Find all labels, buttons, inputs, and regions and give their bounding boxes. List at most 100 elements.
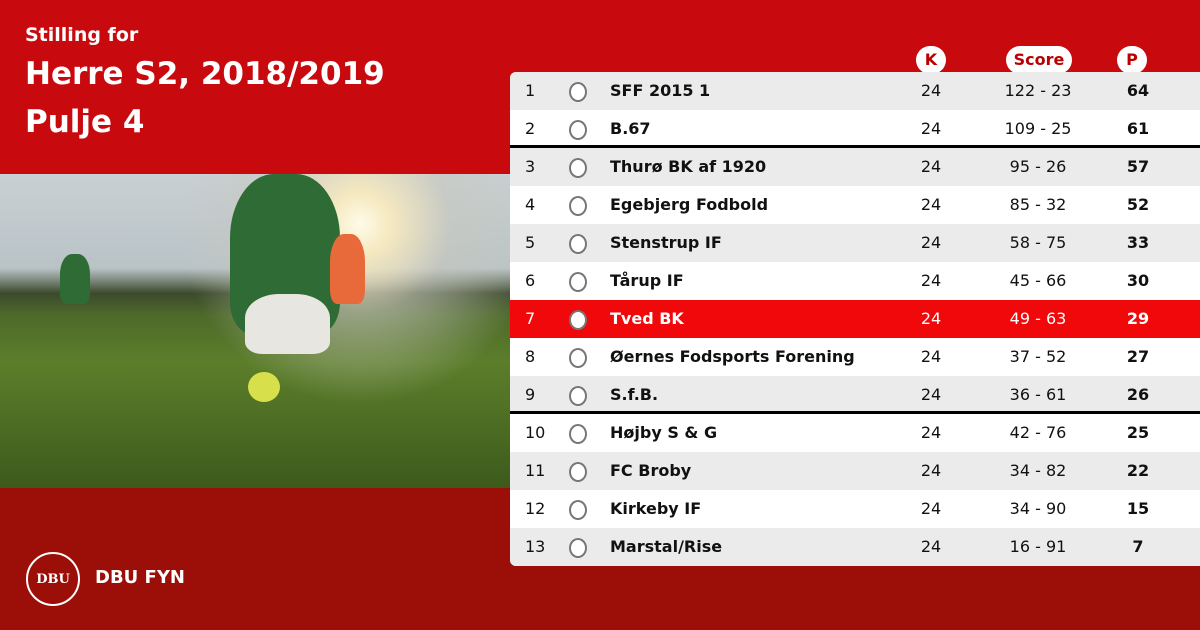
table-row: 9 S.f.B. 24 36 - 61 26 xyxy=(510,376,1200,414)
points: 7 xyxy=(1132,537,1144,556)
matches-played: 24 xyxy=(920,423,942,442)
team-name: Thurø BK af 1920 xyxy=(610,157,767,176)
points: 26 xyxy=(1126,385,1150,404)
page-title: Herre S2, 2018/2019 xyxy=(25,56,385,92)
rank: 2 xyxy=(525,119,536,138)
matches-played: 24 xyxy=(920,157,942,176)
table-row: 1 SFF 2015 1 24 122 - 23 64 xyxy=(510,72,1200,110)
club-crest-icon xyxy=(564,499,592,521)
team-name: Marstal/Rise xyxy=(610,537,723,556)
table-row: 8 Øernes Fodsports Forening 24 37 - 52 2… xyxy=(510,338,1200,376)
team-name: Egebjerg Fodbold xyxy=(610,195,769,214)
pool-title: Pulje 4 xyxy=(25,104,145,140)
rank: 10 xyxy=(525,423,546,442)
table-row: 6 Tårup IF 24 45 - 66 30 xyxy=(510,262,1200,300)
rank: 3 xyxy=(525,157,536,176)
points: 33 xyxy=(1126,233,1150,252)
football-photo xyxy=(0,174,510,488)
matches-played: 24 xyxy=(920,81,942,100)
table-row: 12 Kirkeby IF 24 34 - 90 15 xyxy=(510,490,1200,528)
club-crest-icon xyxy=(564,119,592,141)
matches-played: 24 xyxy=(920,309,942,328)
rank: 1 xyxy=(525,81,536,100)
points: 57 xyxy=(1126,157,1150,176)
goal-score: 34 - 82 xyxy=(1009,461,1067,480)
club-crest-icon xyxy=(564,309,592,331)
matches-played: 24 xyxy=(920,119,942,138)
subtitle: Stilling for xyxy=(25,24,139,46)
dbu-logo: DBU xyxy=(26,552,80,606)
team-name: Tved BK xyxy=(610,309,684,328)
org-name: DBU FYN xyxy=(95,567,185,588)
goal-score: 58 - 75 xyxy=(1009,233,1067,252)
club-crest-icon xyxy=(564,461,592,483)
column-header-p: P xyxy=(1117,46,1147,74)
rank: 8 xyxy=(525,347,536,366)
rank: 4 xyxy=(525,195,536,214)
matches-played: 24 xyxy=(920,195,942,214)
points: 27 xyxy=(1126,347,1150,366)
rank: 9 xyxy=(525,385,536,404)
matches-played: 24 xyxy=(920,347,942,366)
goal-score: 36 - 61 xyxy=(1009,385,1067,404)
table-row: 5 Stenstrup IF 24 58 - 75 33 xyxy=(510,224,1200,262)
goal-score: 16 - 91 xyxy=(1009,537,1067,556)
matches-played: 24 xyxy=(920,271,942,290)
points: 61 xyxy=(1126,119,1150,138)
club-crest-icon xyxy=(564,81,592,103)
table-row: 11 FC Broby 24 34 - 82 22 xyxy=(510,452,1200,490)
rank: 6 xyxy=(525,271,536,290)
goal-score: 109 - 25 xyxy=(1004,119,1072,138)
rank: 11 xyxy=(525,461,546,480)
club-crest-icon xyxy=(564,271,592,293)
team-name: Stenstrup IF xyxy=(610,233,722,252)
goal-score: 37 - 52 xyxy=(1009,347,1067,366)
matches-played: 24 xyxy=(920,233,942,252)
club-crest-icon xyxy=(564,347,592,369)
goal-score: 49 - 63 xyxy=(1009,309,1067,328)
matches-played: 24 xyxy=(920,537,942,556)
club-crest-icon xyxy=(564,423,592,445)
club-crest-icon xyxy=(564,157,592,179)
team-name: FC Broby xyxy=(610,461,692,480)
points: 29 xyxy=(1126,309,1150,328)
team-name: Kirkeby IF xyxy=(610,499,702,518)
table-row: 7 Tved BK 24 49 - 63 29 xyxy=(510,300,1200,338)
team-name: Tårup IF xyxy=(610,271,684,290)
points: 52 xyxy=(1126,195,1150,214)
team-name: SFF 2015 1 xyxy=(610,81,711,100)
standings-table: 1 SFF 2015 1 24 122 - 23 64 2 B.67 24 109… xyxy=(510,72,1200,566)
team-name: Øernes Fodsports Forening xyxy=(610,347,855,366)
matches-played: 24 xyxy=(920,499,942,518)
table-row: 2 B.67 24 109 - 25 61 xyxy=(510,110,1200,148)
points: 22 xyxy=(1126,461,1150,480)
column-header-k: K xyxy=(916,46,946,74)
team-name: Højby S & G xyxy=(610,423,718,442)
matches-played: 24 xyxy=(920,461,942,480)
points: 15 xyxy=(1126,499,1150,518)
points: 30 xyxy=(1126,271,1150,290)
table-row: 10 Højby S & G 24 42 - 76 25 xyxy=(510,414,1200,452)
table-row: 4 Egebjerg Fodbold 24 85 - 32 52 xyxy=(510,186,1200,224)
club-crest-icon xyxy=(564,233,592,255)
goal-score: 34 - 90 xyxy=(1009,499,1067,518)
goal-score: 85 - 32 xyxy=(1009,195,1067,214)
points: 25 xyxy=(1126,423,1150,442)
rank: 7 xyxy=(525,309,536,328)
goal-score: 42 - 76 xyxy=(1009,423,1067,442)
club-crest-icon xyxy=(564,537,592,559)
rank: 13 xyxy=(525,537,546,556)
goal-score: 95 - 26 xyxy=(1009,157,1067,176)
club-crest-icon xyxy=(564,195,592,217)
rank: 5 xyxy=(525,233,536,252)
dbu-logo-text: DBU xyxy=(36,571,70,587)
points: 64 xyxy=(1126,81,1150,100)
team-name: S.f.B. xyxy=(610,385,659,404)
team-name: B.67 xyxy=(610,119,651,138)
club-crest-icon xyxy=(564,385,592,407)
matches-played: 24 xyxy=(920,385,942,404)
table-row: 3 Thurø BK af 1920 24 95 - 26 57 xyxy=(510,148,1200,186)
goal-score: 45 - 66 xyxy=(1009,271,1067,290)
rank: 12 xyxy=(525,499,546,518)
table-row: 13 Marstal/Rise 24 16 - 91 7 xyxy=(510,528,1200,566)
